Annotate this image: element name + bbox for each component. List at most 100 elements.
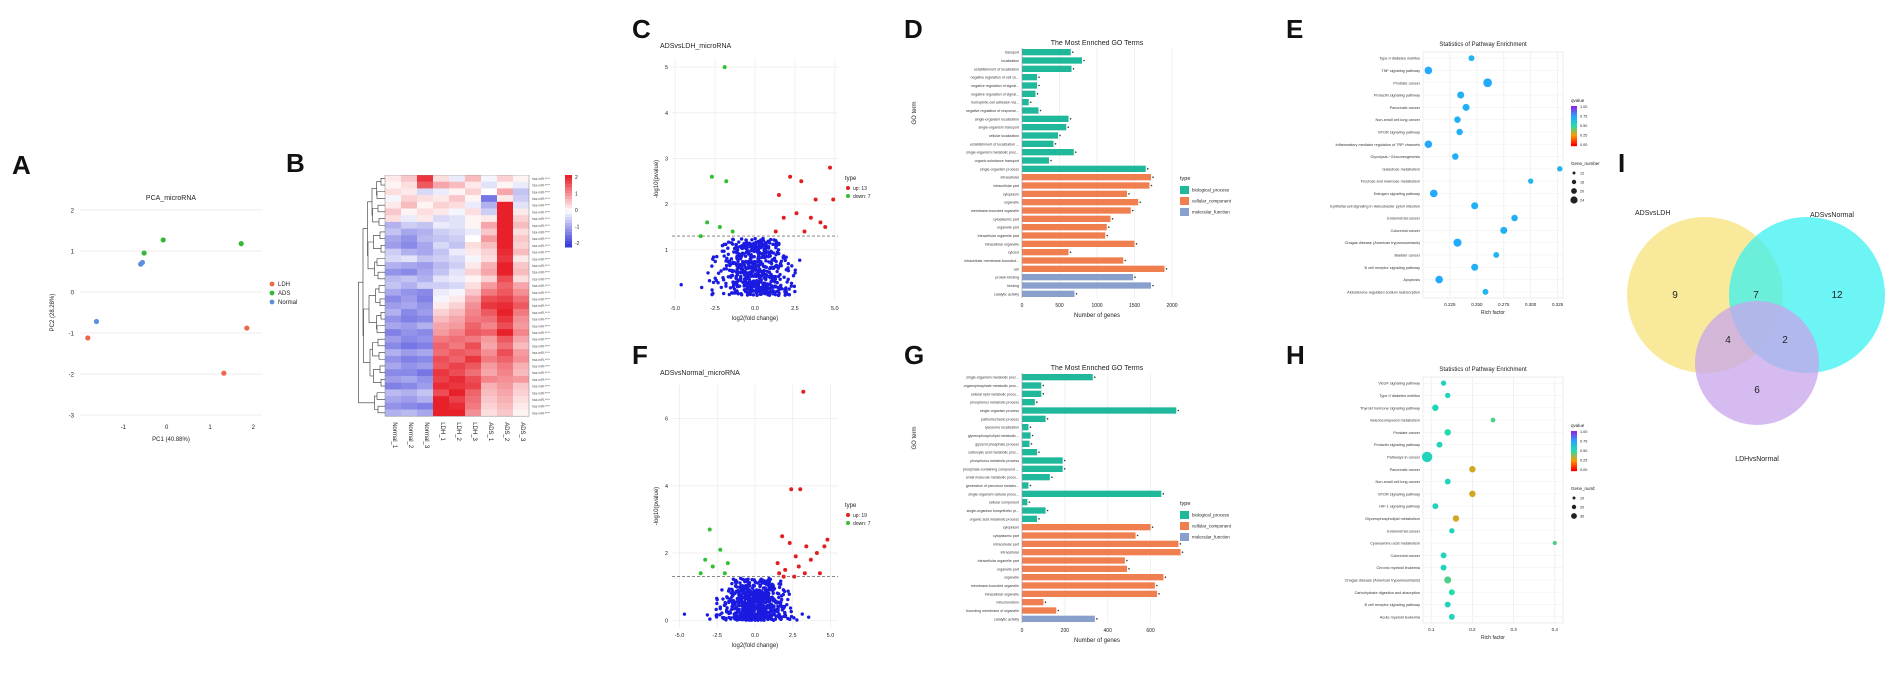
heatmap-cell	[417, 409, 433, 417]
data-point-none	[798, 258, 802, 262]
data-point-down	[722, 65, 727, 70]
heatmap-cell	[385, 376, 401, 383]
heatmap-cell	[449, 329, 465, 337]
heatmap-cell	[401, 295, 417, 303]
dendrogram-branch	[374, 261, 378, 276]
data-point-none	[768, 577, 773, 582]
color-legend-step	[1571, 122, 1577, 125]
heatmap-cell	[497, 275, 513, 283]
data-point-none	[714, 615, 719, 619]
heatmap-cell	[481, 369, 497, 377]
bar-end-marker	[1072, 68, 1075, 70]
data-point-none	[785, 280, 789, 284]
pathway-bubble	[1483, 78, 1492, 88]
heatmap-cell	[433, 409, 449, 417]
legend-title: type	[845, 176, 857, 182]
bar-biological-process	[1022, 474, 1050, 481]
data-point-none	[791, 274, 796, 278]
column-label: ADS_1	[487, 422, 493, 442]
heatmap-cell	[513, 369, 529, 377]
data-point-none	[778, 582, 783, 586]
bar-cellular-component	[1022, 174, 1151, 181]
heatmap-cell	[449, 295, 465, 303]
heatmap-cell	[465, 389, 481, 397]
heatmap-cell	[385, 221, 401, 229]
color-legend-step	[565, 232, 572, 236]
data-point-up	[780, 534, 785, 539]
bar-biological-process	[1022, 57, 1082, 64]
heatmap-cell	[385, 248, 401, 256]
heatmap-cell	[433, 376, 449, 383]
data-point-none	[729, 607, 734, 612]
data-point-up	[818, 220, 823, 225]
heatmap-cell	[401, 389, 417, 397]
bar-term-label: transport	[1005, 51, 1019, 55]
data-point-none	[769, 617, 773, 621]
data-point-none	[730, 270, 735, 274]
heatmap-cell	[513, 322, 529, 330]
data-point-none	[742, 261, 746, 266]
bar-end-marker	[1044, 601, 1047, 603]
bar-cellular-component	[1022, 532, 1136, 539]
heatmap-cell	[513, 389, 529, 397]
x-axis-label: Rich factor	[1481, 635, 1505, 641]
pathway-bubble	[1528, 178, 1534, 184]
heatmap-cell	[385, 201, 401, 209]
data-point-none	[792, 284, 797, 289]
bar-end-marker	[1028, 501, 1031, 503]
heatmap-cell	[385, 355, 401, 363]
data-point-none	[763, 284, 768, 289]
y-tick-label: 6	[665, 417, 668, 423]
bar-biological-process	[1022, 415, 1046, 422]
data-point-none	[748, 261, 753, 265]
color-legend-step	[1571, 445, 1577, 448]
bar-term-label: cytoplasm	[1003, 192, 1019, 196]
heatmap-cell	[497, 288, 513, 296]
pathway-label: mTOR signaling pathway	[1378, 492, 1420, 496]
data-point-none	[731, 577, 736, 581]
row-label: hsa-miR-****	[532, 244, 551, 248]
row-label: hsa-miR-****	[532, 271, 551, 275]
heatmap-cell	[401, 242, 417, 249]
heatmap-cell	[401, 355, 417, 363]
data-point-down	[717, 224, 722, 229]
heatmap-cell	[385, 282, 401, 290]
data-point-none	[768, 267, 772, 271]
heatmap-cell	[417, 315, 433, 323]
heatmap-cell	[385, 268, 401, 276]
legend-size-title: Gene_number	[1571, 161, 1600, 166]
dendrogram-branch	[379, 298, 385, 306]
legend-swatch	[1180, 197, 1189, 205]
venn-region-count: 6	[1754, 385, 1760, 396]
data-point-none	[744, 612, 748, 616]
pathway-bubble	[1452, 153, 1459, 160]
data-point-none	[742, 241, 746, 246]
data-point-none	[732, 287, 737, 291]
heatmap-cell	[417, 322, 433, 330]
heatmap-cell	[385, 342, 401, 350]
data-point-none	[734, 276, 738, 281]
dendrogram-branch	[378, 285, 385, 293]
data-point-none	[786, 589, 790, 593]
bar-biological-process	[1022, 165, 1146, 172]
pathway-bubble	[1440, 552, 1447, 559]
data-point-none	[739, 593, 743, 597]
venn-region-count: 12	[1831, 290, 1843, 301]
y-tick-label: 0	[71, 291, 75, 297]
data-point-up	[802, 229, 807, 234]
pathway-bubble	[1432, 404, 1439, 411]
data-point-none	[755, 590, 759, 594]
pathway-label: Colorectal cancer	[1390, 554, 1420, 558]
heatmap-cell	[433, 288, 449, 296]
legend-label: biological_process	[1192, 188, 1230, 193]
data-point-none	[731, 283, 736, 288]
x-tick-label: 5.0	[827, 633, 835, 639]
heatmap-cell	[449, 349, 465, 357]
pathway-label: Prolactin signaling pathway	[1374, 94, 1420, 98]
dendrogram-branch	[376, 191, 385, 199]
column-label: ADS_2	[503, 422, 509, 442]
bar-end-marker	[1139, 201, 1142, 203]
heatmap-cell	[497, 175, 513, 182]
data-point-none	[757, 286, 761, 291]
data-point-up	[823, 224, 828, 229]
